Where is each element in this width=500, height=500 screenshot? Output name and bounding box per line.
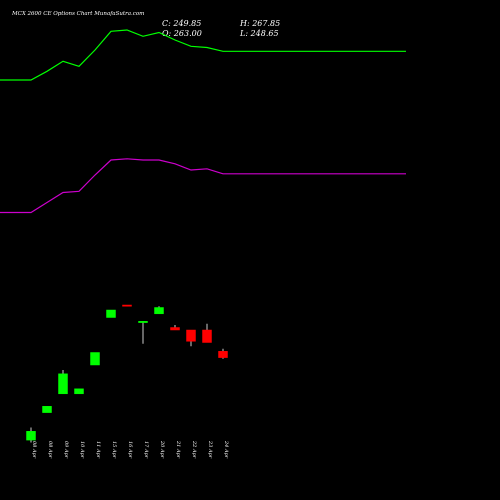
candle [138,321,148,344]
candle [170,325,180,331]
candle-body [218,351,228,358]
x-tick-label: 20 Apr [159,440,165,459]
overlay-lines [0,29,406,214]
candle [154,306,164,315]
candle-body [58,373,68,395]
x-tick-label: 09 Apr [63,441,69,459]
x-tick-label: 21 Apr [175,440,181,459]
high-readout: H: 267.85 [239,19,280,28]
candle-body [122,304,132,307]
x-tick-label: 10 Apr [79,441,85,459]
candle [122,304,132,307]
candle-body [26,431,36,441]
candle-body [186,329,196,342]
overlay-line-2 [0,158,406,214]
candle [202,323,212,343]
candle-body [170,327,180,331]
x-tick-label: 17 Apr [143,441,149,459]
candle [186,329,196,347]
x-tick-label: 16 Apr [127,441,133,459]
overlay-line-1 [0,29,406,81]
x-tick-label: 11 Apr [95,441,101,459]
candle-body [90,352,100,366]
candle-body [74,388,84,395]
open-readout: O: 263.00 [162,29,202,38]
x-tick-label: 08 Apr [31,441,37,459]
candle [90,352,100,366]
x-tick-label: 08 Apr [47,441,53,459]
low-readout: L: 248.65 [239,29,279,38]
candle [106,309,116,318]
x-tick-label: 15 Apr [111,441,117,459]
x-axis-ticks: 08 Apr 08 Apr 09 Apr 10 Apr 11 Apr 15 Apr 16 A… [31,440,229,459]
x-tick-label: 23 Apr [207,440,213,459]
candle [26,427,36,443]
chart-title: MCX 2600 CE Options Chart MunafaSutra.co… [11,11,144,17]
candle-body [138,321,148,323]
candle-body [154,307,164,315]
candle-body [42,406,52,413]
candle-body [106,309,116,318]
candle [218,348,228,359]
close-readout: C: 249.85 [162,19,201,28]
x-tick-label: 24 Apr [223,440,229,459]
candle-body [202,329,212,343]
candle [58,370,68,395]
x-tick-label: 22 Apr [191,440,197,459]
candle [74,388,84,395]
candle [42,406,52,413]
candles [26,304,228,443]
